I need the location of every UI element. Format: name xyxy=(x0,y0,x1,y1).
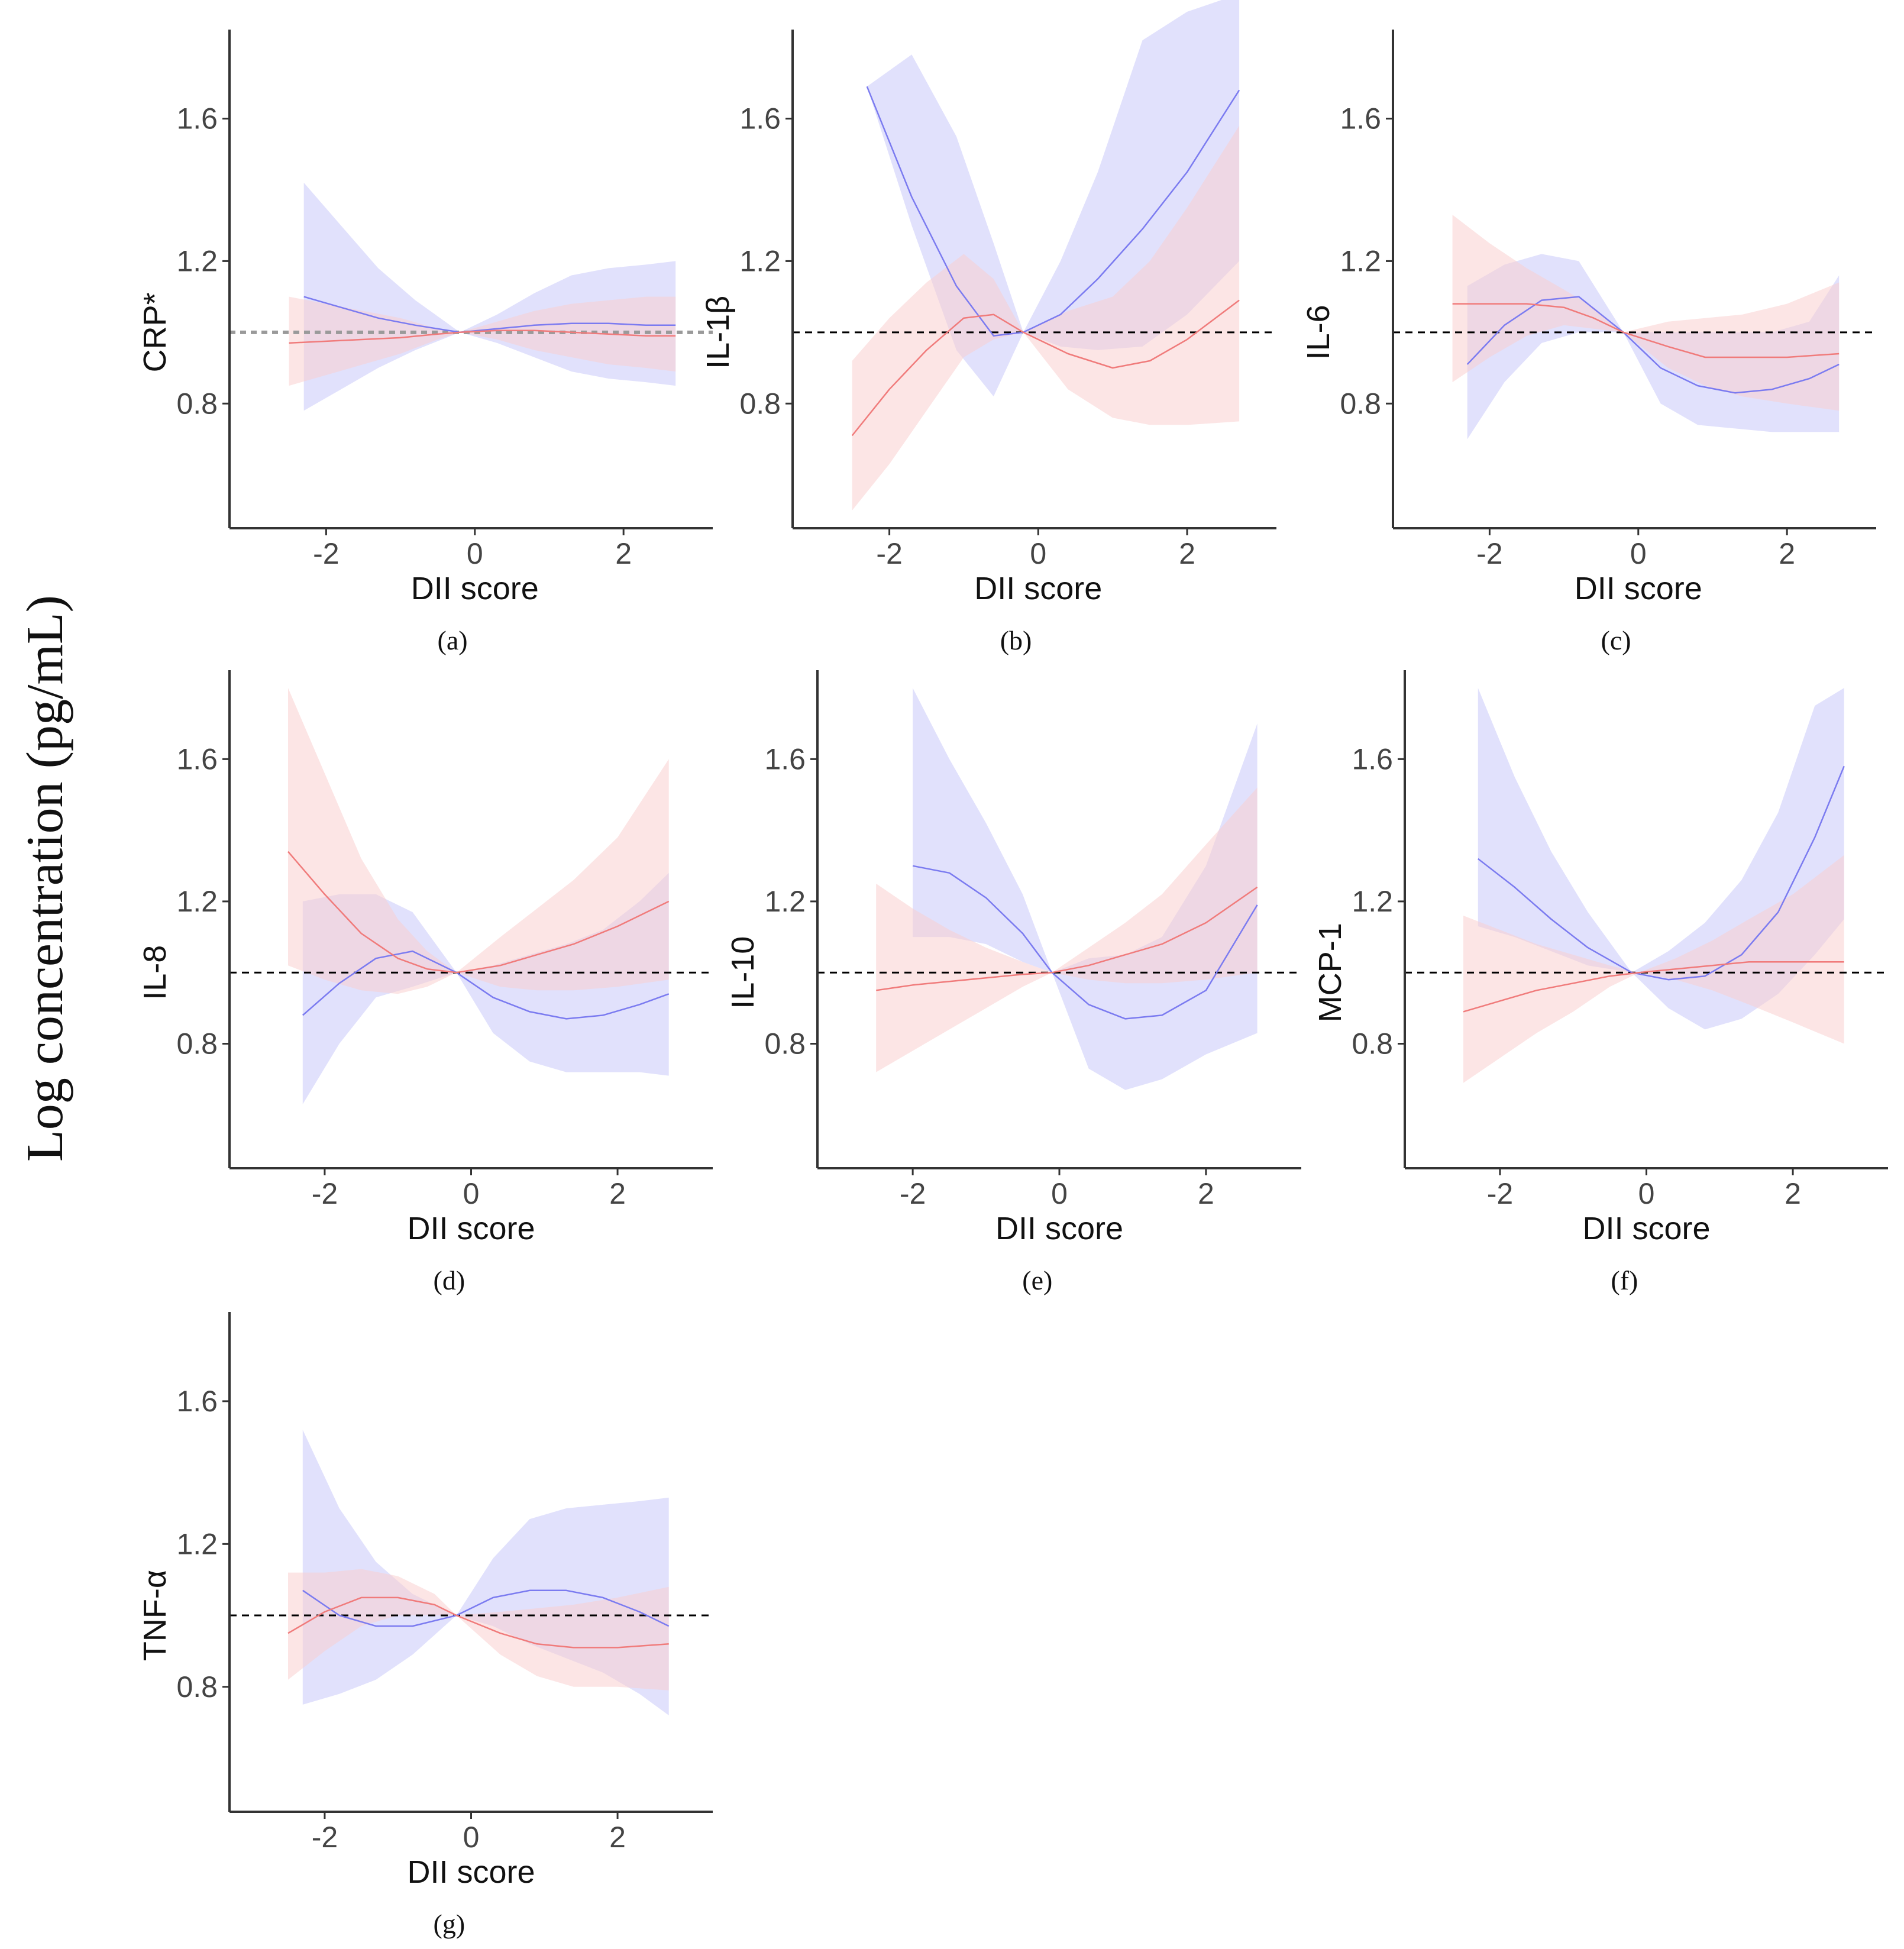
x-tick-label: 2 xyxy=(1198,1177,1214,1210)
x-tick-label: 0 xyxy=(1630,537,1647,570)
x-tick-label: -2 xyxy=(900,1177,926,1210)
series-line-blue xyxy=(866,86,1240,337)
confidence-band-red xyxy=(288,688,669,994)
x-tick-label: 2 xyxy=(609,1177,626,1210)
y-tick-label: 1.2 xyxy=(176,244,218,277)
panel-caption: (a) xyxy=(438,625,468,655)
x-tick-label: 2 xyxy=(609,1821,626,1854)
y-tick-label: 1.6 xyxy=(764,742,806,775)
x-axis-label: DII score xyxy=(1575,571,1702,606)
y-tick-label: 1.6 xyxy=(176,1385,218,1418)
confidence-band-red xyxy=(876,787,1258,1072)
y-tick-label: 0.8 xyxy=(739,387,781,420)
x-axis-label: DII score xyxy=(407,1854,535,1890)
y-tick-label: 1.2 xyxy=(1340,244,1381,277)
series-line-blue xyxy=(303,296,676,334)
y-axis-label: IL-10 xyxy=(725,936,761,1009)
y-axis-label: IL-1β xyxy=(700,296,736,369)
series-line-blue xyxy=(1478,765,1845,981)
x-tick-label: 0 xyxy=(463,1821,480,1854)
panel-4: -2 0 2 0.8 1.2 1.6 DII score IL-8 (d) xyxy=(137,670,713,1295)
x-tick-label: 0 xyxy=(467,537,483,570)
y-axis-label: CRP* xyxy=(137,292,173,372)
x-axis-label: DII score xyxy=(974,571,1102,606)
confidence-band-blue xyxy=(303,182,676,411)
x-axis-label: DII score xyxy=(411,571,539,606)
y-tick-label: 1.2 xyxy=(176,885,218,918)
series-line-blue xyxy=(912,865,1258,1020)
x-tick-label: 2 xyxy=(1785,1177,1801,1210)
y-tick-label: 1.6 xyxy=(1340,102,1381,135)
series-line-red xyxy=(876,886,1258,991)
series-line-blue xyxy=(1466,296,1840,394)
x-tick-label: -2 xyxy=(313,537,339,570)
y-tick-label: 1.2 xyxy=(739,244,781,277)
series-line-red xyxy=(851,299,1240,437)
x-tick-label: 0 xyxy=(1638,1177,1655,1210)
x-axis-label: DII score xyxy=(995,1211,1123,1246)
series-line-blue xyxy=(302,1589,670,1627)
confidence-band-red xyxy=(1452,215,1840,411)
y-tick-label: 1.2 xyxy=(1352,885,1393,918)
panel-6: -2 0 2 0.8 1.2 1.6 DII score MCP-1 (f) xyxy=(1313,670,1888,1295)
y-tick-label: 0.8 xyxy=(176,1027,218,1061)
x-tick-label: -2 xyxy=(312,1177,338,1210)
panel-7: -2 0 2 0.8 1.2 1.6 DII score TNF-α (g) xyxy=(137,1312,713,1939)
panel-caption: (g) xyxy=(434,1909,466,1939)
x-tick-label: 2 xyxy=(1179,537,1195,570)
x-tick-label: -2 xyxy=(312,1821,338,1854)
y-tick-label: 0.8 xyxy=(176,1670,218,1704)
y-tick-label: 1.6 xyxy=(739,102,781,135)
y-axis-label: MCP-1 xyxy=(1313,923,1348,1022)
confidence-band-blue xyxy=(913,688,1258,1090)
y-tick-label: 1.6 xyxy=(176,742,218,775)
panel-2: -2 0 2 0.8 1.2 1.6 DII score IL-1β (b) xyxy=(700,0,1276,655)
panel-3: -2 0 2 0.8 1.2 1.6 DII score IL-6 (c) xyxy=(1301,30,1876,655)
y-tick-label: 0.8 xyxy=(1340,387,1381,420)
y-axis-label: TNF-α xyxy=(137,1570,173,1661)
y-tick-label: 1.2 xyxy=(764,885,806,918)
series-line-red xyxy=(287,851,670,974)
x-tick-label: 0 xyxy=(1051,1177,1068,1210)
global-y-axis-label: Log concentration (pg/mL) xyxy=(17,595,74,1162)
series-line-red xyxy=(1452,303,1840,358)
series-line-red xyxy=(1463,961,1844,1013)
y-tick-label: 1.6 xyxy=(1352,742,1393,775)
panel-caption: (d) xyxy=(434,1265,466,1295)
y-axis-label: IL-6 xyxy=(1301,305,1336,360)
panel-caption: (c) xyxy=(1601,625,1631,655)
x-tick-label: 0 xyxy=(463,1177,480,1210)
confidence-band-red xyxy=(1463,855,1844,1083)
x-tick-label: -2 xyxy=(1487,1177,1513,1210)
x-tick-label: 0 xyxy=(1030,537,1046,570)
panel-1: -2 0 2 0.8 1.2 1.6 DII score CRP* (a) xyxy=(137,30,713,655)
panel-caption: (e) xyxy=(1022,1265,1052,1295)
panel-caption: (b) xyxy=(1000,625,1032,655)
panel-caption: (f) xyxy=(1611,1265,1638,1295)
series-line-red xyxy=(287,1596,669,1649)
y-tick-label: 1.6 xyxy=(176,102,218,135)
x-axis-label: DII score xyxy=(407,1211,535,1246)
y-axis-label: IL-8 xyxy=(137,945,173,1000)
panel-5: -2 0 2 0.8 1.2 1.6 DII score IL-10 (e) xyxy=(725,670,1301,1295)
x-tick-label: -2 xyxy=(1476,537,1502,570)
x-tick-label: -2 xyxy=(876,537,902,570)
x-tick-label: 2 xyxy=(1779,537,1795,570)
y-tick-label: 0.8 xyxy=(764,1027,806,1061)
confidence-band-red xyxy=(288,1569,669,1691)
series-line-red xyxy=(289,329,676,344)
series-line-blue xyxy=(302,950,670,1020)
x-tick-label: 2 xyxy=(615,537,632,570)
y-tick-label: 0.8 xyxy=(176,387,218,420)
y-tick-label: 0.8 xyxy=(1352,1027,1393,1061)
y-tick-label: 1.2 xyxy=(176,1527,218,1560)
confidence-band-red xyxy=(852,125,1240,510)
x-axis-label: DII score xyxy=(1582,1211,1710,1246)
panels: -2 0 2 0.8 1.2 1.6 DII score CRP* (a) -2 0 2 0.8 1.2 1… xyxy=(137,0,1888,1939)
